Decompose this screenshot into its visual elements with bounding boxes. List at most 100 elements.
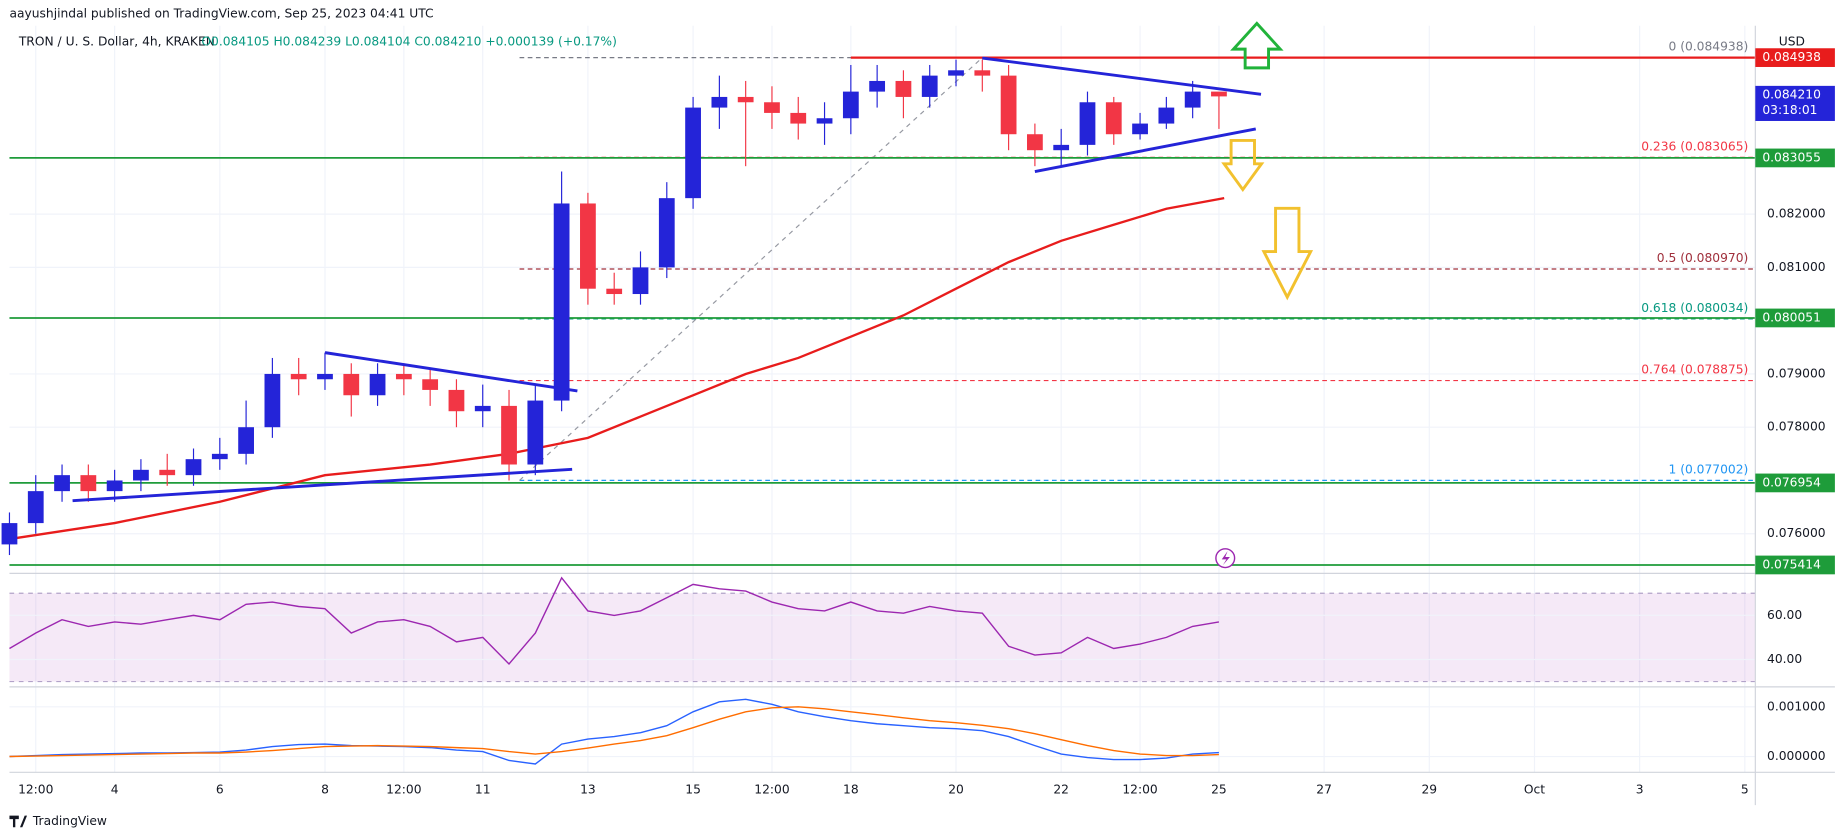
level-tag-label: 0.075414 [1762,557,1821,571]
x-tick-label: 15 [685,782,701,796]
y-tick-label: 40.00 [1767,652,1802,666]
candle-body [658,198,675,268]
candle-body [553,203,570,401]
candle-body [264,373,281,428]
fib-label: 0.5 (0.080970) [1657,251,1749,265]
resistance-tag [1755,48,1835,67]
candle-body [685,107,701,199]
countdown: 03:18:01 [1762,103,1817,117]
x-tick-label: 25 [1211,782,1227,796]
level-tag [1755,473,1835,493]
ema-line [9,196,1225,541]
x-tick-label: Oct [1524,782,1545,796]
brand: TradingView [32,814,107,828]
x-tick-label: 27 [1316,782,1332,796]
candle-body [1,523,18,545]
y-tick-label: 60.00 [1767,608,1802,622]
candle-body [369,373,386,396]
signal-line [9,706,1219,758]
fib-label: 1 (0.077002) [1668,462,1748,476]
trendline [72,467,573,503]
candle-body [422,379,439,390]
x-tick-label: 12:00 [18,782,53,796]
x-tick-label: 11 [475,782,491,796]
y-tick-label: 0.078000 [1767,420,1826,434]
candle-body [211,453,228,460]
resistance-tag-label: 0.084938 [1762,50,1821,64]
y-tick-label: 0.000000 [1767,749,1826,763]
candle-body [948,70,964,76]
candle-body [80,475,97,492]
x-tick-label: 8 [321,782,329,796]
trendline [982,56,1262,96]
x-tick-label: 13 [580,782,596,796]
trendline [324,351,578,393]
candle-body [343,373,360,396]
candle-body [1027,134,1043,151]
last-price-label: 0.084210 [1762,88,1821,102]
x-tick-label: 12:00 [754,782,789,796]
y-tick-label: 0.076000 [1767,526,1826,540]
candle-body [1079,102,1096,145]
fib-label: 0.764 (0.078875) [1641,363,1748,377]
candle-body [448,389,465,412]
candle-body [1211,91,1227,97]
brand-logo [9,815,28,828]
x-tick-label: 4 [111,782,119,796]
x-tick-label: 12:00 [386,782,421,796]
fib-label: 0 (0.084938) [1668,40,1748,54]
x-tick-label: 6 [216,782,224,796]
candle-body [974,70,991,76]
grid [9,25,1756,773]
candle-body [106,480,123,492]
candle-body [501,405,517,465]
candle-body [395,373,412,380]
candle-body [1132,123,1148,135]
candle-body [1105,102,1122,135]
candle-body [580,203,596,289]
candle-body [737,96,754,103]
candle-body [159,469,176,476]
level-tag-label: 0.083055 [1762,150,1821,164]
x-tick-label: 22 [1053,782,1069,796]
y-tick-label: 0.082000 [1767,207,1826,221]
level-tag-label: 0.080051 [1762,310,1821,324]
symbol: TRON / U. S. Dollar, 4h, KRAKEN [18,35,215,49]
rsi-line [9,576,1220,665]
plot: 0 (0.084938) 0.236 (0.083065) 0.5 (0.08097… [1,40,1756,765]
candle-body [238,427,254,454]
candle-body [869,80,886,92]
event-icon-bolt [1221,551,1230,566]
candle-body [1158,107,1175,124]
macd-line [9,698,1219,765]
fib-anchor [519,57,983,481]
candle-body [790,112,807,124]
candle-body [133,469,149,481]
candle-body [842,91,859,119]
candle-body [290,373,307,380]
x-tick-label: 5 [1741,782,1749,796]
y-tick-label: 0.081000 [1767,260,1826,274]
x-tick-label: 20 [948,782,964,796]
ohlc: O0.084105 H0.084239 L0.084104 C0.084210 … [201,35,617,49]
level-tag-label: 0.076954 [1762,475,1821,489]
level-tag [1755,308,1835,328]
published-note: aayushjindal published on TradingView.co… [9,7,433,21]
currency: USD [1779,35,1805,49]
x-tick-label: 12:00 [1122,782,1157,796]
fib-label: 0.236 (0.083065) [1641,139,1748,153]
candle-body [816,118,833,124]
y-tick-label: 0.079000 [1767,366,1826,380]
down-arrow [1221,138,1265,193]
level-tag [1755,555,1835,575]
x-tick-label: 3 [1636,782,1644,796]
candle-body [27,491,44,524]
candle-body [895,80,912,97]
up-arrow [1230,21,1284,70]
candle-body [1000,75,1017,135]
candle-body [474,405,491,412]
candle-body [527,400,544,465]
y-tick-label: 0.001000 [1767,699,1826,713]
